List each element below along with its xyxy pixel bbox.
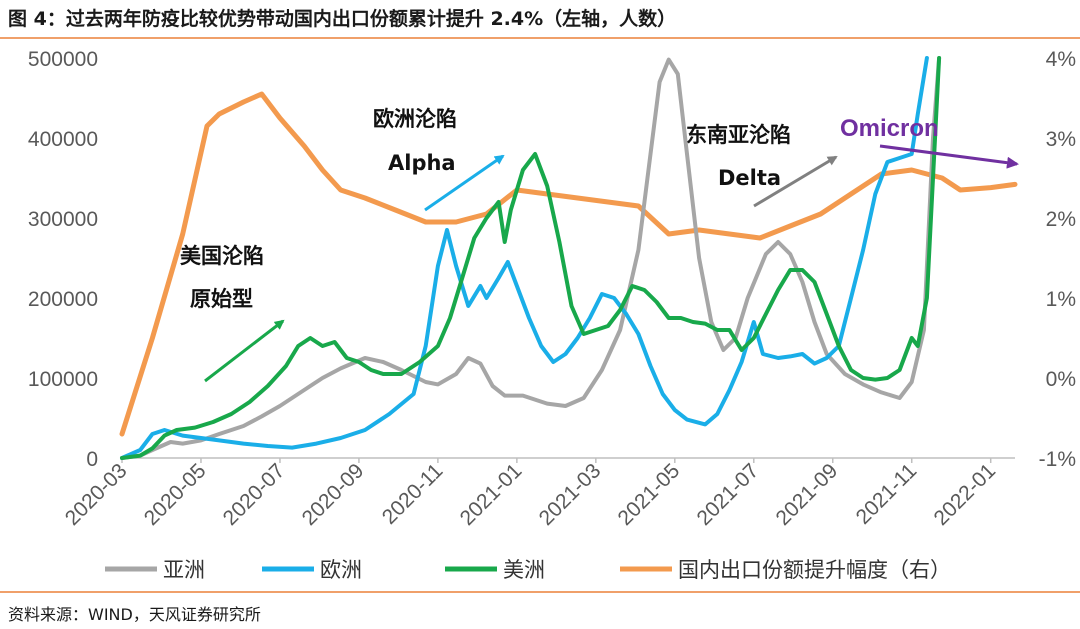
annotation-omicron-arrow [879, 144, 1019, 169]
y-right-tick-label: 2% [1046, 208, 1076, 231]
y-left-tick-label: 0 [86, 448, 98, 471]
x-tick-label: 2021-07 [693, 459, 764, 530]
annotation-us-line1: 美国沦陷 [180, 244, 264, 268]
x-tick-label: 2021-11 [852, 459, 922, 529]
annotation-europe-line1: 欧洲沦陷 [373, 107, 457, 131]
legend-label: 欧洲 [320, 558, 362, 582]
annotation-europe-line2: Alpha [388, 151, 456, 175]
y-right-tick-label: 4% [1046, 48, 1076, 71]
legend-label: 国内出口份额提升幅度（右） [678, 558, 951, 582]
x-tick-label: 2021-05 [614, 459, 685, 530]
x-tick-label: 2021-09 [772, 459, 843, 530]
source-divider [0, 591, 1080, 593]
annotation-omicron: Omicron [840, 115, 1019, 169]
y-right-tick-label: 3% [1046, 128, 1076, 151]
annotation-asia: 东南亚沦陷 Delta [686, 123, 838, 208]
x-tick-label: 2020-05 [140, 459, 211, 530]
y-left-tick-label: 200000 [28, 288, 98, 311]
y-left-tick-label: 100000 [28, 368, 98, 391]
y-left-tick-label: 400000 [28, 128, 98, 151]
annotation-europe-arrow [424, 154, 505, 212]
y-right-tick-label: -1% [1039, 448, 1076, 471]
y-right-tick-label: 0% [1046, 368, 1076, 391]
chart-title: 图 4：过去两年防疫比较优势带动国内出口份额累计提升 2.4%（左轴，人数） [8, 8, 677, 30]
annotation-europe: 欧洲沦陷 Alpha [373, 107, 505, 212]
legend-label: 亚洲 [163, 558, 205, 582]
x-tick-label: 2020-07 [219, 459, 290, 530]
annotation-asia-line1: 东南亚沦陷 [686, 123, 791, 147]
y-left-tick-label: 500000 [28, 48, 98, 71]
x-tick-label: 2022-01 [929, 459, 1000, 530]
x-tick-label: 2020-09 [298, 459, 369, 530]
series-line-0 [120, 56, 942, 460]
annotation-us: 美国沦陷 原始型 [180, 244, 285, 383]
annotation-omicron-label: Omicron [840, 115, 939, 142]
annotation-asia-arrow [753, 155, 838, 208]
legend-label: 美洲 [503, 558, 545, 582]
x-tick-label: 2021-03 [535, 459, 606, 530]
series-line-2 [120, 56, 942, 460]
series-line-1 [120, 56, 929, 460]
annotation-asia-line2: Delta [718, 166, 781, 190]
annotation-us-line2: 原始型 [190, 287, 253, 311]
annotation-us-arrow [204, 319, 285, 383]
legend: 亚洲 欧洲 美洲 国内出口份额提升幅度（右） [105, 558, 951, 582]
series-line-3 [119, 91, 1018, 437]
x-tick-label: 2020-11 [378, 459, 448, 529]
y-right-tick-label: 1% [1046, 288, 1076, 311]
y-left-tick-label: 300000 [28, 208, 98, 231]
x-tick-label: 2021-01 [456, 459, 527, 530]
source-note: 资料来源：WIND，天风证券研究所 [8, 605, 261, 624]
title-divider [0, 37, 1080, 39]
